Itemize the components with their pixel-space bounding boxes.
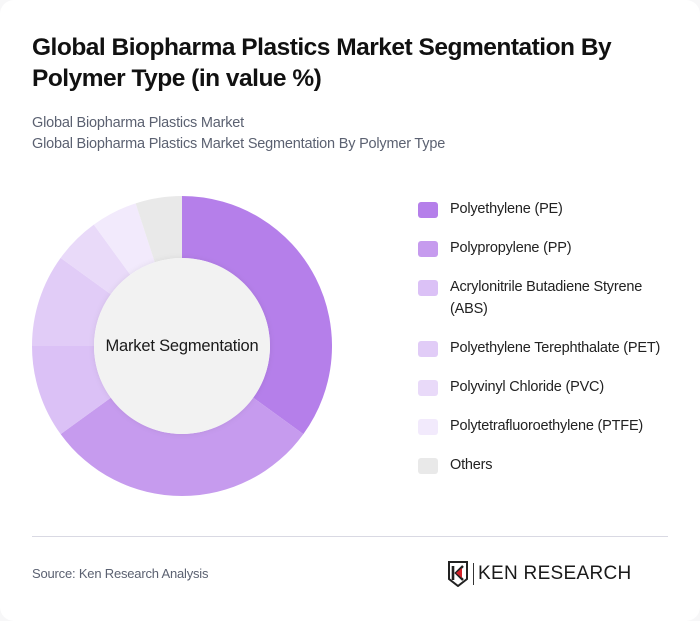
brand-separator [473, 563, 474, 585]
chart-legend: Polyethylene (PE) Polypropylene (PP) Acr… [418, 198, 678, 493]
legend-swatch-icon [418, 458, 438, 474]
ken-research-logo-icon [448, 561, 468, 587]
donut-segment[interactable] [93, 203, 155, 275]
legend-swatch-icon [418, 202, 438, 218]
legend-item-pvc[interactable]: Polyvinyl Chloride (PVC) [418, 376, 678, 398]
brand-logo: KEN RESEARCH [447, 560, 632, 588]
donut-segment[interactable] [182, 196, 332, 435]
legend-item-others[interactable]: Others [418, 454, 678, 476]
donut-segment[interactable] [60, 397, 304, 496]
legend-label: Polytetrafluoroethylene (PTFE) [450, 418, 644, 434]
brand-name: KEN RESEARCH [478, 563, 632, 584]
donut-chart: Market Segmentation [32, 196, 332, 496]
donut-chart-svg [32, 196, 332, 496]
legend-label: Acrylonitrile Butadiene Styrene (ABS) [450, 279, 643, 317]
legend-label: Polyethylene Terephthalate (PET) [450, 340, 661, 356]
legend-item-pet[interactable]: Polyethylene Terephthalate (PET) [418, 337, 678, 359]
subtitle-segmentation: Global Biopharma Plastics Market Segment… [32, 136, 446, 152]
legend-swatch-icon [418, 341, 438, 357]
legend-label: Polyvinyl Chloride (PVC) [450, 379, 604, 395]
source-note: Source: Ken Research Analysis [32, 566, 209, 581]
donut-segment[interactable] [32, 346, 111, 435]
subtitle-market: Global Biopharma Plastics Market [32, 115, 244, 131]
footer-divider [32, 536, 668, 537]
donut-segment[interactable] [135, 196, 182, 263]
donut-segment[interactable] [60, 224, 131, 295]
page-title: Global Biopharma Plastics Market Segment… [32, 34, 612, 92]
subtitle: Global Biopharma Plastics Market Global … [32, 113, 445, 155]
donut-hole [94, 258, 270, 434]
legend-item-pp[interactable]: Polypropylene (PP) [418, 237, 678, 259]
legend-swatch-icon [418, 380, 438, 396]
legend-swatch-icon [418, 241, 438, 257]
legend-label: Polyethylene (PE) [450, 201, 563, 217]
legend-item-ptfe[interactable]: Polytetrafluoroethylene (PTFE) [418, 415, 678, 437]
legend-label: Others [450, 457, 493, 473]
donut-segment[interactable] [32, 257, 111, 346]
legend-swatch-icon [418, 419, 438, 435]
legend-label: Polypropylene (PP) [450, 240, 572, 256]
legend-swatch-icon [418, 280, 438, 296]
legend-item-pe[interactable]: Polyethylene (PE) [418, 198, 678, 220]
legend-item-abs[interactable]: Acrylonitrile Butadiene Styrene (ABS) [418, 276, 678, 320]
